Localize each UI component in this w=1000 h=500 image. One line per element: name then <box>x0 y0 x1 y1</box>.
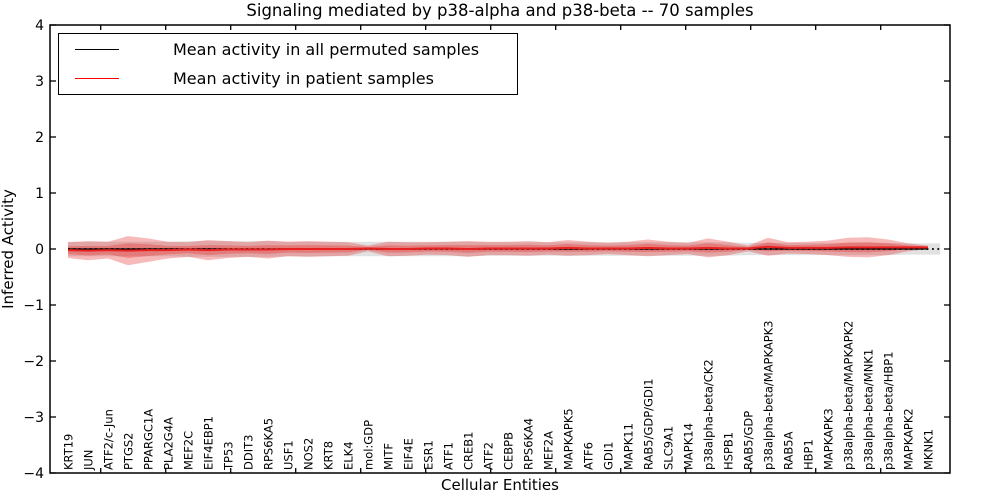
y-tick-label: −2 <box>23 354 44 370</box>
x-tick-label: ATF1 <box>442 442 456 470</box>
x-tick-label: SLC9A1 <box>662 426 676 470</box>
x-tick-label: NOS2 <box>302 438 316 470</box>
x-tick-label: RPS6KA4 <box>522 418 536 470</box>
x-tick-label: ATF2/c-Jun <box>102 409 116 470</box>
x-tick-label: MEF2A <box>542 431 556 470</box>
patient-samples-range-band-inner <box>68 242 928 258</box>
y-tick-label: −3 <box>23 410 44 426</box>
x-tick-label: PPARGC1A <box>142 409 156 470</box>
x-tick-label: GDI1 <box>602 442 616 470</box>
x-tick-label: MAPK14 <box>682 423 696 470</box>
x-tick-label: MEF2C <box>182 431 196 470</box>
y-tick-label: 3 <box>35 74 44 90</box>
x-tick-label: HSPB1 <box>722 432 736 470</box>
x-tick-label: ATF2 <box>482 442 496 470</box>
x-tick-label: KRT8 <box>322 441 336 470</box>
x-tick-label: USF1 <box>282 440 296 470</box>
y-tick-label: 1 <box>35 186 44 202</box>
patient-mean-line <box>67 245 928 252</box>
x-tick-label: CREB1 <box>462 432 476 471</box>
x-axis-label: Cellular Entities <box>441 476 559 494</box>
tick-layer <box>50 24 950 474</box>
y-axis-label: Inferred Activity <box>0 189 17 309</box>
patient-line-swatch <box>75 78 119 79</box>
x-tick-label: ATF6 <box>582 442 596 470</box>
x-tick-label: RAB5/GDP <box>742 411 756 470</box>
x-tick-label: HBP1 <box>802 439 816 470</box>
x-tick-label: DDIT3 <box>242 435 256 470</box>
x-tick-label: JUN <box>82 450 96 471</box>
legend-label-permuted: Mean activity in all permuted samples <box>173 40 480 59</box>
x-tick-label: MAPKAPK3 <box>822 408 836 470</box>
x-tick-label: MAPKAPK2 <box>902 408 916 470</box>
x-tick-label: RPS6KA5 <box>262 418 276 470</box>
x-tick-label: ESR1 <box>422 440 436 470</box>
legend-row-permuted: Mean activity in all permuted samples <box>59 39 517 61</box>
y-tick-label: 2 <box>35 130 44 146</box>
x-tick-label: KRT19 <box>62 434 76 470</box>
x-tick-label: PTGS2 <box>122 433 136 471</box>
x-tick-label: EIF4E <box>402 438 416 470</box>
x-tick-label: mol:GDP <box>362 420 376 470</box>
x-tick-label: MAPKAPK5 <box>562 408 576 470</box>
legend-label-patient: Mean activity in patient samples <box>173 69 434 88</box>
x-tick-label: p38alpha-beta/CK2 <box>702 359 716 470</box>
permuted-line-swatch <box>75 49 119 50</box>
x-tick-label: TP53 <box>222 441 236 471</box>
x-tick-label: RAB5A <box>782 431 796 470</box>
x-tick-label: CEBPB <box>502 432 516 470</box>
x-tick-label: p38alpha-beta/MAPKAPK2 <box>842 321 856 471</box>
y-tick-label: −4 <box>23 466 44 482</box>
x-tick-label: MAPK11 <box>622 423 636 470</box>
y-tick-label: 0 <box>35 242 44 258</box>
x-tick-label: p38alpha-beta/MAPKAPK3 <box>762 321 776 471</box>
x-tick-label: MKNK1 <box>922 429 936 470</box>
y-tick-label: 4 <box>35 18 44 34</box>
x-tick-label: EIF4EBP1 <box>202 416 216 470</box>
x-tick-label: p38alpha-beta/MNK1 <box>862 349 876 470</box>
line-layer <box>67 245 940 252</box>
x-tick-label: MITF <box>382 443 396 470</box>
x-tick-label: RAB5/GDP/GDI1 <box>642 378 656 470</box>
legend-row-patient: Mean activity in patient samples <box>59 68 517 90</box>
legend: Mean activity in all permuted samples Me… <box>58 33 518 95</box>
y-tick-labels: 4 3 2 1 0 −1 −2 −3 −4 <box>23 18 44 482</box>
y-tick-label: −1 <box>23 298 44 314</box>
chart-title: Signaling mediated by p38-alpha and p38-… <box>246 1 754 20</box>
x-tick-label: ELK4 <box>342 441 356 470</box>
x-tick-label: p38alpha-beta/HBP1 <box>882 351 896 470</box>
patient-samples-range-band <box>68 236 928 266</box>
x-tick-label: PLA2G4A <box>162 417 176 470</box>
x-tick-labels: KRT19 JUN ATF2/c-Jun PTGS2 PPARGC1A PLA2G4A ME… <box>62 321 936 472</box>
